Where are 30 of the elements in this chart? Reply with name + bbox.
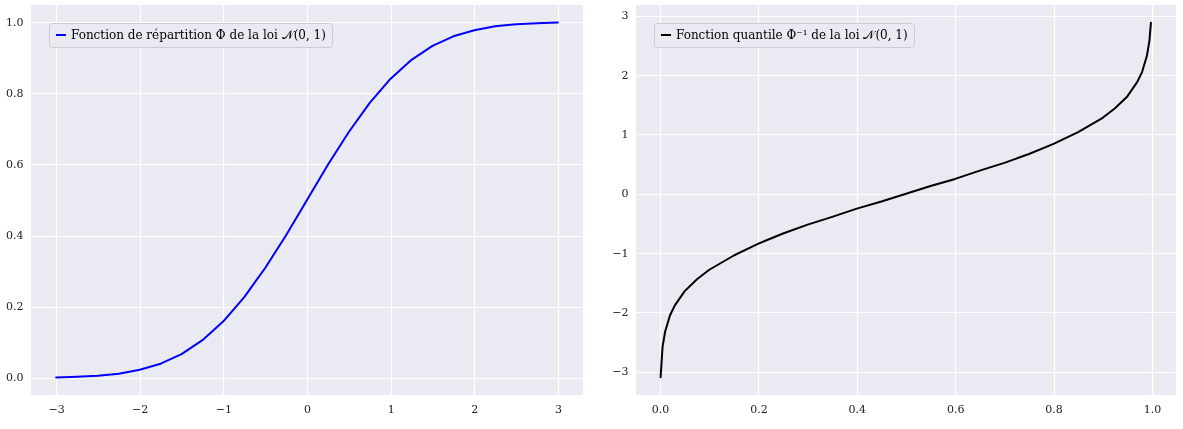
y-tick-label: −2: [612, 305, 629, 319]
y-tick-label: 0.6: [6, 157, 24, 171]
y-tick-label: 0.8: [6, 86, 24, 100]
x-tick-label: 1: [387, 402, 395, 416]
legend-label: Fonction quantile Φ⁻¹ de la loi 𝒩(0, 1): [676, 28, 908, 42]
x-tick-label: 0.2: [750, 402, 768, 416]
x-tick-label: 0.8: [1045, 402, 1063, 416]
y-tick-label: 0.4: [6, 229, 24, 243]
line-series: [659, 21, 1152, 379]
y-tick-label: 0.0: [6, 371, 24, 385]
x-tick-label: 0.6: [946, 402, 965, 416]
x-tick-label: −1: [215, 402, 232, 416]
line-series: [55, 21, 559, 379]
x-tick-label: 0.0: [651, 402, 670, 416]
x-tick-label: 1.0: [1143, 402, 1162, 416]
y-tick-label: 2: [621, 68, 629, 82]
y-tick-label: 0: [621, 187, 629, 201]
legend-label: Fonction de répartition Φ de la loi 𝒩(0, 1): [71, 28, 326, 42]
y-tick-label: 1.0: [6, 15, 24, 29]
y-tick-label: 1: [621, 127, 629, 141]
x-tick-label: 0: [304, 402, 311, 416]
x-tick-label: 3: [554, 402, 562, 416]
y-tick-label: 3: [621, 9, 629, 23]
x-tick-label: 2: [471, 402, 479, 416]
x-tick-label: −3: [48, 402, 65, 416]
y-tick-label: 0.2: [6, 300, 24, 314]
y-tick-label: −1: [612, 246, 629, 260]
x-tick-label: 0.4: [848, 402, 867, 416]
x-tick-label: −2: [132, 402, 149, 416]
y-tick-label: −3: [612, 365, 629, 379]
